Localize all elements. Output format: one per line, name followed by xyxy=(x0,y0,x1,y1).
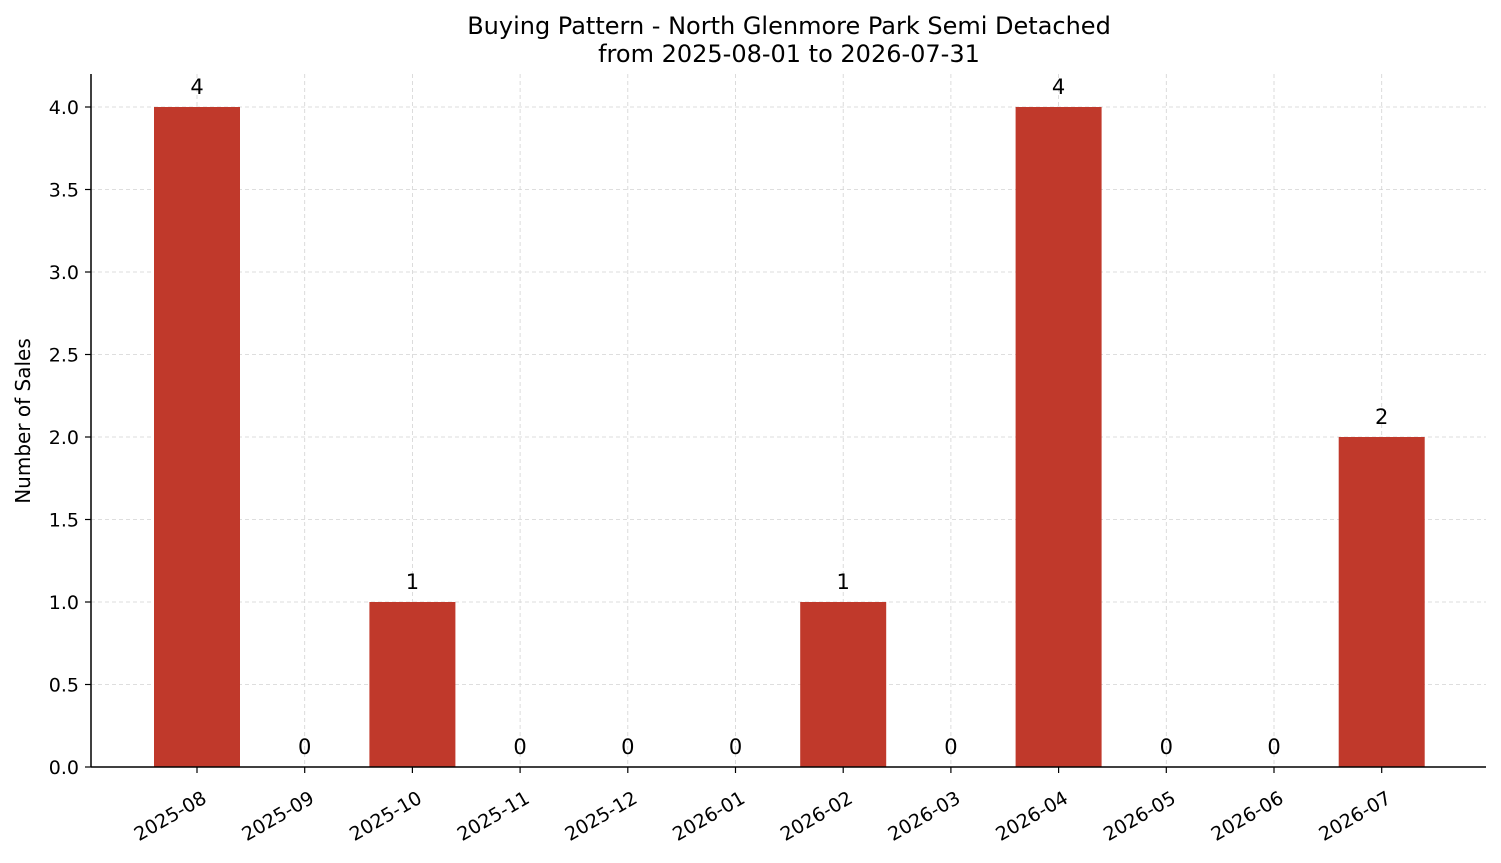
y-tick-label: 4.0 xyxy=(49,97,79,119)
x-tick-label-2026-01: 2026-01 xyxy=(669,787,749,846)
bar-2026-07 xyxy=(1338,437,1425,767)
bar-2025-10 xyxy=(369,602,456,767)
x-tick-label-2026-02: 2026-02 xyxy=(777,787,857,846)
data-label-2026-07: 2 xyxy=(1375,405,1388,429)
x-tick-label-2025-10: 2025-10 xyxy=(346,787,426,846)
x-tick-label-2025-12: 2025-12 xyxy=(561,787,641,846)
data-label-2026-01: 0 xyxy=(729,735,742,759)
chart-subtitle: from 2025-08-01 to 2026-07-31 xyxy=(598,40,980,68)
data-label-2025-10: 1 xyxy=(406,570,419,594)
bar-2026-02 xyxy=(800,602,887,767)
x-tick-label-2026-04: 2026-04 xyxy=(992,787,1072,846)
x-tick-label-2025-08: 2025-08 xyxy=(131,787,211,846)
y-tick-label: 3.0 xyxy=(49,262,79,284)
grid-layer xyxy=(91,74,1486,768)
x-tick-label-2026-06: 2026-06 xyxy=(1208,787,1288,846)
bar-2026-04 xyxy=(1015,107,1102,767)
data-label-2026-03: 0 xyxy=(944,735,957,759)
bars-layer xyxy=(154,107,1425,767)
x-tick-label-2026-03: 2026-03 xyxy=(884,787,964,846)
x-tick-label-2025-09: 2025-09 xyxy=(238,787,318,846)
y-tick-label: 2.5 xyxy=(49,345,79,367)
data-label-2026-02: 1 xyxy=(837,570,850,594)
bar-2025-08 xyxy=(154,107,240,767)
x-tick-label-2026-05: 2026-05 xyxy=(1100,787,1180,846)
data-label-2025-12: 0 xyxy=(621,735,634,759)
y-tick-label: 0.5 xyxy=(49,675,79,697)
chart-title: Buying Pattern - North Glenmore Park Sem… xyxy=(467,12,1111,40)
y-tick-label: 1.5 xyxy=(49,510,79,532)
data-label-2026-04: 4 xyxy=(1052,75,1065,99)
bar-labels-layer: 4 0 1 0 0 0 1 0 4 0 0 2 xyxy=(190,75,1388,759)
data-label-2026-05: 0 xyxy=(1160,735,1173,759)
x-tick-label-2025-11: 2025-11 xyxy=(454,787,534,846)
y-tick-label: 1.0 xyxy=(49,592,79,614)
y-tick-label: 0.0 xyxy=(49,757,79,779)
y-tick-label: 2.0 xyxy=(49,427,79,449)
y-tick-label: 3.5 xyxy=(49,180,79,202)
y-axis-label: Number of Sales xyxy=(11,338,35,504)
data-label-2025-09: 0 xyxy=(298,735,311,759)
data-label-2025-08: 4 xyxy=(190,75,203,99)
x-tick-label-2026-07: 2026-07 xyxy=(1315,787,1395,846)
data-label-2026-06: 0 xyxy=(1267,735,1280,759)
data-label-2025-11: 0 xyxy=(513,735,526,759)
